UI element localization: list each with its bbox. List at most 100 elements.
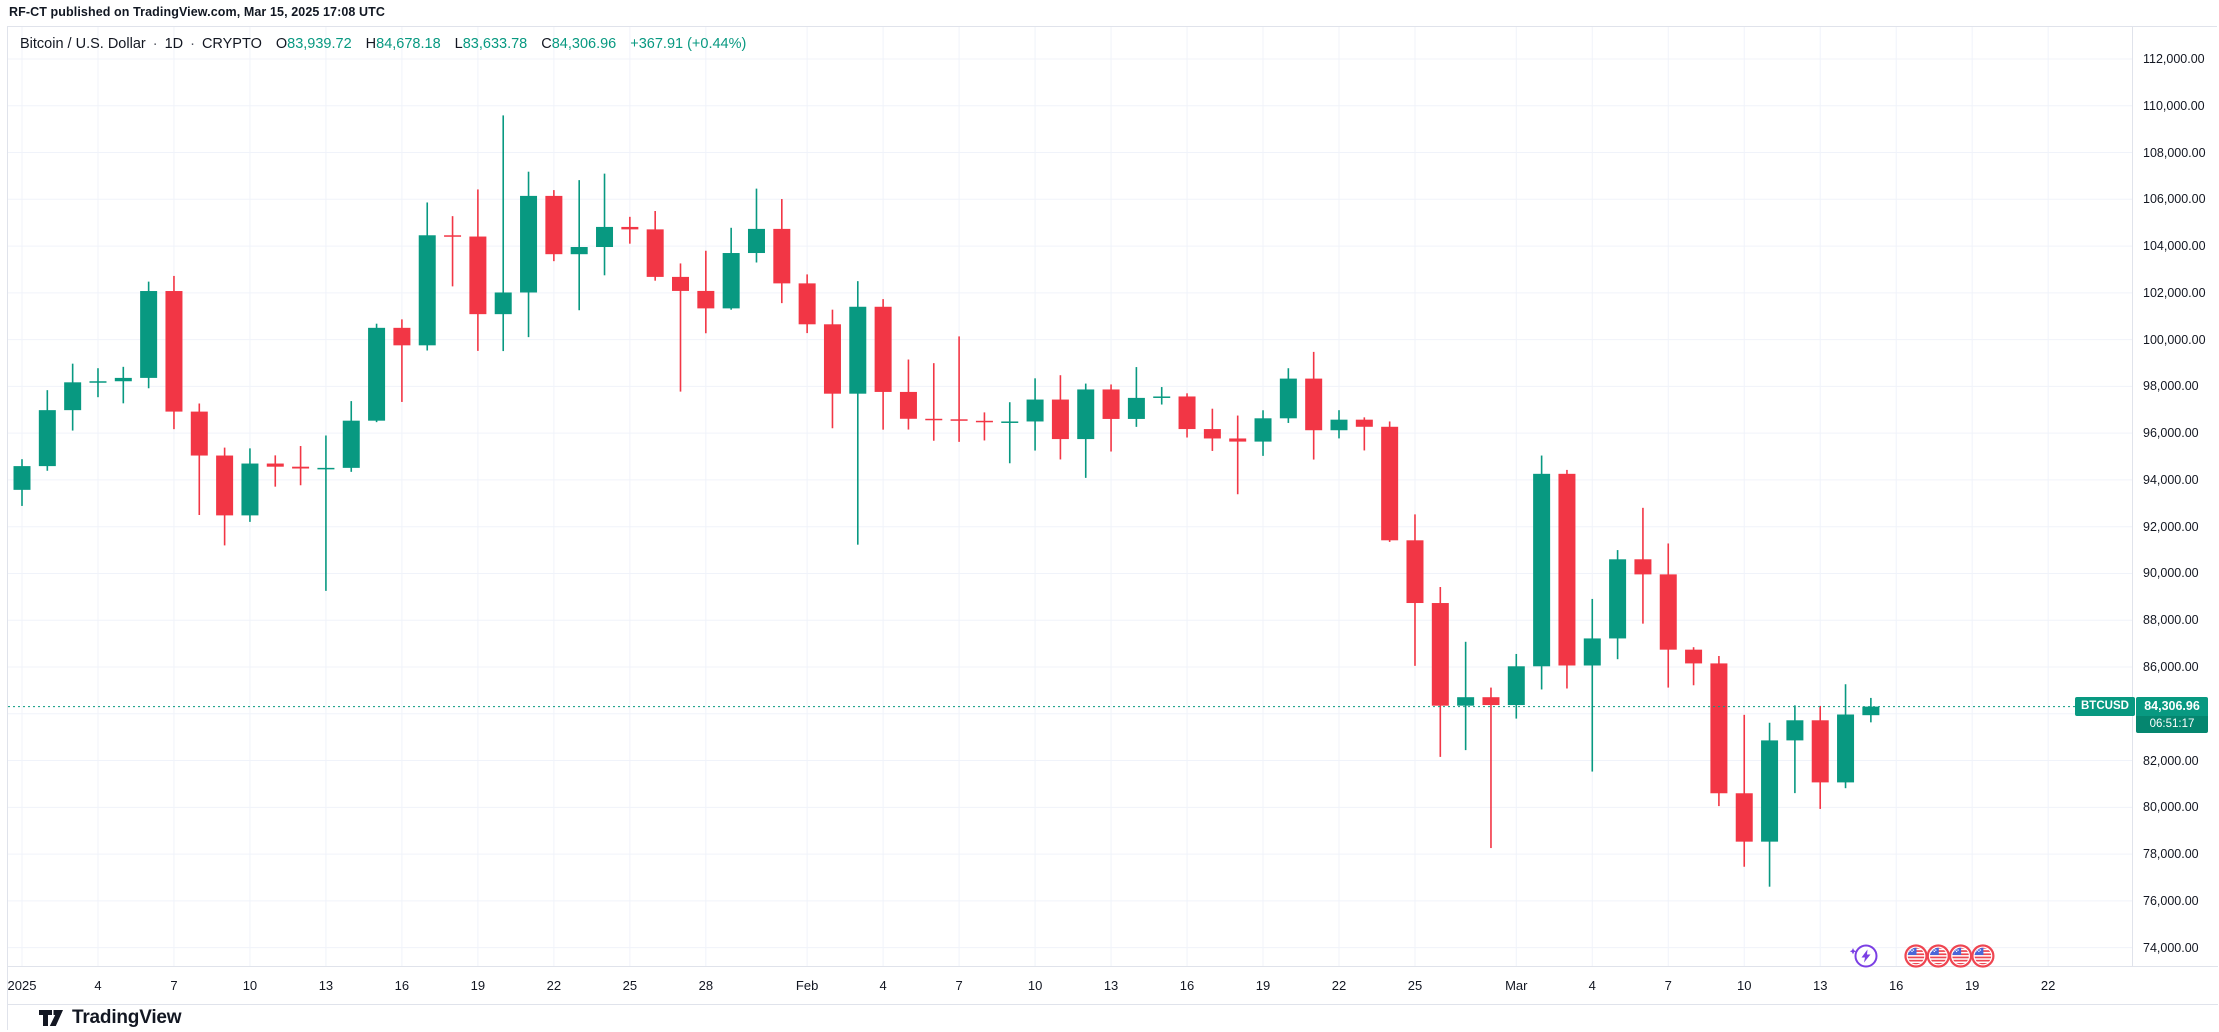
candle (823, 309, 841, 429)
candle (1279, 368, 1297, 423)
price-axis-tick: 98,000.00 (2143, 379, 2199, 394)
exchange-label: CRYPTO (201, 36, 262, 52)
candle (1761, 722, 1779, 887)
time-axis-tick: 22 (2040, 978, 2056, 993)
candle (874, 299, 892, 430)
candle (13, 459, 31, 506)
legend-separator: · (190, 36, 195, 52)
us-economic-event-icon[interactable] (1948, 944, 1973, 968)
candle (1634, 507, 1652, 624)
price-axis-tick: 76,000.00 (2143, 893, 2199, 908)
price-axis-tick: 90,000.00 (2143, 566, 2199, 581)
current-price: 84,306.96 (2136, 697, 2208, 717)
time-axis-tick: 4 (1588, 978, 1596, 993)
price-chart[interactable]: Bitcoin / U.S. Dollar · 1D · CRYPTO O83,… (8, 27, 2135, 966)
time-axis-tick: 19 (470, 978, 486, 993)
time-axis-tick: Feb (795, 978, 819, 993)
us-economic-event-icon[interactable] (1904, 944, 1928, 968)
time-axis-tick: 7 (955, 978, 963, 993)
candle (1533, 455, 1551, 690)
price-axis-tick: 102,000.00 (2143, 285, 2206, 300)
candle (520, 171, 538, 338)
candle (1381, 421, 1399, 542)
candle (64, 363, 82, 431)
time-axis[interactable]: 2025 4 7 10 13 16 19 22 25 28 Feb 4 7 10 13 16 19 22 25 Mar… (8, 966, 2218, 1004)
candle (646, 211, 664, 281)
time-axis-tick: Mar (1505, 978, 1528, 993)
candle (621, 216, 639, 244)
price-axis[interactable]: 84,306.96 06:51:17 74,000.00 76,000.00 78,… (2132, 27, 2217, 966)
price-axis-tick: 86,000.00 (2143, 660, 2199, 674)
candle (1507, 653, 1525, 719)
time-axis-tick: 7 (170, 978, 178, 993)
time-axis-tick: 16 (1179, 978, 1195, 993)
candle (1051, 375, 1069, 460)
candle (1001, 402, 1019, 464)
candle (1685, 647, 1703, 686)
candle (545, 190, 563, 262)
price-axis-tick: 78,000.00 (2143, 847, 2199, 862)
legend-separator: · (152, 36, 158, 52)
candle (798, 274, 816, 334)
time-axis-tick: 10 (1027, 978, 1043, 993)
candle (950, 336, 968, 442)
time-axis-tick: 4 (879, 978, 887, 993)
attribution-text: RF-CT published on TradingView.com, Mar … (9, 5, 386, 19)
candle (342, 401, 360, 472)
candle (1355, 417, 1373, 451)
low-value: L83,633.78 (454, 36, 528, 52)
candle (1077, 383, 1095, 478)
us-economic-event-icon[interactable] (1926, 944, 1950, 968)
candle (216, 447, 234, 546)
price-axis-tick: 100,000.00 (2143, 332, 2206, 347)
candle (1786, 705, 1804, 794)
time-axis-tick: 16 (1888, 978, 1904, 993)
candle (317, 435, 335, 591)
price-axis-tick: 106,000.00 (2143, 192, 2206, 207)
candle (1406, 514, 1424, 666)
price-axis-tick: 92,000.00 (2143, 519, 2199, 534)
symbol-title: Bitcoin / U.S. Dollar (20, 36, 146, 52)
price-axis-tick: 88,000.00 (2143, 613, 2199, 628)
price-axis-tick: 108,000.00 (2143, 145, 2206, 160)
symbol-price-badge: BTCUSD (2075, 697, 2135, 717)
chart-frame: Bitcoin / U.S. Dollar · 1D · CRYPTO O83,… (7, 26, 2218, 1030)
candle (1178, 393, 1196, 438)
candle (266, 455, 284, 487)
candle (925, 363, 943, 441)
change-label: +367.91 (+0.44%) (630, 36, 747, 52)
candle (190, 403, 208, 516)
chart-legend: Bitcoin / U.S. Dollar · 1D · CRYPTO O83,… (20, 36, 746, 52)
candle (241, 448, 259, 522)
candle (1305, 351, 1323, 460)
candle (165, 275, 183, 430)
time-axis-tick: 13 (1812, 978, 1828, 993)
high-value: H84,678.18 (365, 36, 441, 52)
candlestick-plot[interactable] (8, 27, 2132, 966)
price-axis-tick: 96,000.00 (2143, 426, 2199, 441)
candle (1659, 543, 1677, 688)
candle (596, 173, 614, 276)
candle (368, 323, 386, 423)
event-markers[interactable] (1843, 938, 2003, 974)
us-economic-event-icon[interactable] (1971, 944, 1995, 968)
candle (1583, 598, 1601, 772)
candle (899, 359, 917, 430)
price-axis-tick: 104,000.00 (2143, 239, 2206, 254)
current-price-label: 84,306.96 06:51:17 (2136, 697, 2208, 734)
time-axis-tick: 13 (1103, 978, 1119, 993)
candle (570, 180, 588, 311)
interval-label: 1D (164, 36, 184, 52)
candle (975, 412, 993, 441)
time-axis-tick: 10 (1737, 978, 1752, 993)
candle (1609, 550, 1627, 660)
candle (1482, 687, 1500, 849)
tradingview-logo[interactable]: TradingView (38, 1007, 182, 1029)
candle (38, 390, 56, 471)
time-axis-tick: 13 (318, 978, 334, 993)
candle (773, 199, 791, 304)
candle (1837, 684, 1855, 789)
candle (1457, 641, 1475, 751)
candle (849, 281, 867, 545)
flash-event-icon[interactable] (1849, 944, 1878, 968)
